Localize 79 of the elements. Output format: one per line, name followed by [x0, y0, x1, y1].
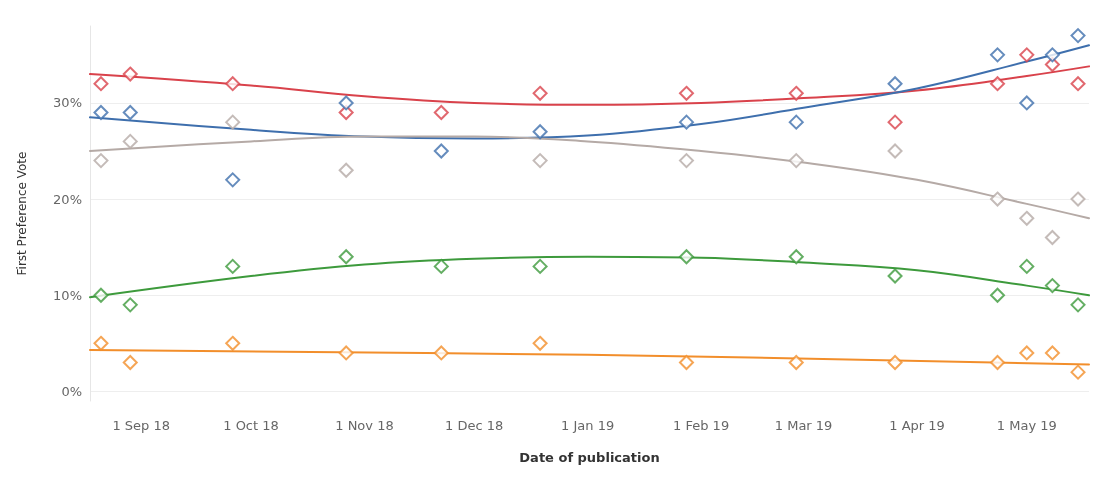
- point: [1070, 191, 1086, 207]
- point: [433, 143, 449, 159]
- point: [122, 133, 138, 149]
- point: [338, 95, 354, 111]
- x-tick-label: 1 May 19: [996, 418, 1057, 433]
- point: [433, 258, 449, 274]
- point: [93, 287, 109, 303]
- x-tick-label: 1 Feb 19: [673, 418, 730, 433]
- point: [1044, 345, 1060, 361]
- x-axis-title: Date of publication: [519, 450, 660, 465]
- point: [93, 76, 109, 92]
- point: [887, 76, 903, 92]
- point: [990, 191, 1006, 207]
- point: [122, 297, 138, 313]
- point: [122, 66, 138, 82]
- point: [788, 153, 804, 169]
- point: [678, 249, 694, 265]
- point: [532, 258, 548, 274]
- point: [433, 345, 449, 361]
- point: [338, 162, 354, 178]
- x-tick-label: 1 Sep 18: [112, 418, 171, 433]
- point: [678, 153, 694, 169]
- point: [788, 85, 804, 101]
- point: [1019, 210, 1035, 226]
- y-tick-label: 10%: [53, 287, 82, 303]
- point: [1070, 364, 1086, 380]
- y-axis-title: First Preference Vote: [15, 151, 29, 276]
- point: [1019, 47, 1035, 63]
- point: [788, 249, 804, 265]
- point: [1044, 278, 1060, 294]
- point: [1044, 230, 1060, 246]
- x-tick-label: 1 Nov 18: [335, 418, 394, 433]
- point: [1044, 47, 1060, 63]
- point: [887, 355, 903, 371]
- point: [887, 114, 903, 130]
- point: [122, 105, 138, 121]
- point: [338, 345, 354, 361]
- point: [122, 355, 138, 371]
- point: [93, 105, 109, 121]
- point: [225, 172, 241, 188]
- point: [532, 124, 548, 140]
- point: [1019, 95, 1035, 111]
- point: [93, 335, 109, 351]
- y-tick-label: 30%: [53, 95, 82, 111]
- point: [990, 355, 1006, 371]
- point: [1070, 297, 1086, 313]
- point: [338, 249, 354, 265]
- point: [532, 335, 548, 351]
- point: [990, 47, 1006, 63]
- point: [990, 76, 1006, 92]
- point: [990, 287, 1006, 303]
- point: [433, 105, 449, 121]
- point: [532, 153, 548, 169]
- point: [887, 268, 903, 284]
- point: [678, 114, 694, 130]
- point: [93, 153, 109, 169]
- point: [225, 335, 241, 351]
- line-series: [89, 135, 1090, 220]
- point: [225, 258, 241, 274]
- y-tick-label: 0%: [61, 383, 82, 399]
- x-tick-label: 1 Oct 18: [223, 418, 279, 433]
- x-tick-label: 1 Jan 19: [561, 418, 615, 433]
- point: [887, 143, 903, 159]
- point: [225, 76, 241, 92]
- point: [532, 85, 548, 101]
- y-tick-label: 20%: [53, 191, 82, 207]
- line-series: [89, 44, 1090, 140]
- x-tick-label: 1 Dec 18: [445, 418, 504, 433]
- point: [225, 114, 241, 130]
- point: [678, 85, 694, 101]
- point: [678, 355, 694, 371]
- point: [1019, 345, 1035, 361]
- x-tick-label: 1 Apr 19: [889, 418, 945, 433]
- point: [1019, 258, 1035, 274]
- x-tick-label: 1 Mar 19: [774, 418, 833, 433]
- point: [1070, 76, 1086, 92]
- point: [1070, 28, 1086, 44]
- point: [788, 114, 804, 130]
- point: [788, 355, 804, 371]
